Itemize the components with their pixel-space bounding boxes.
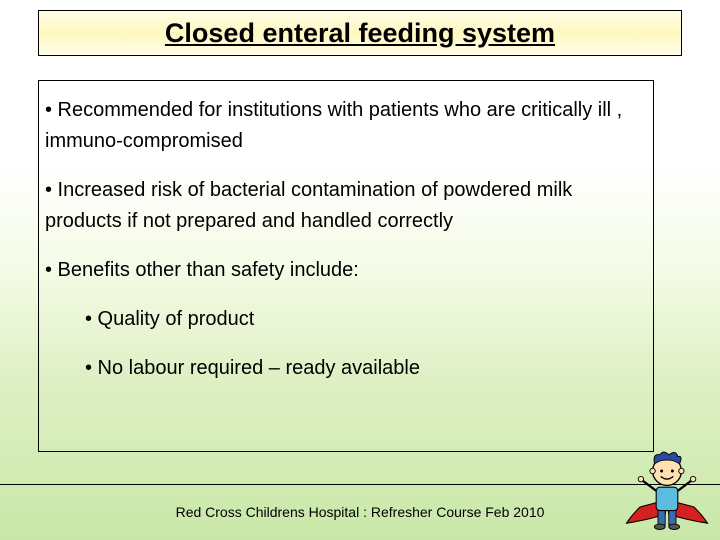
bullet-item: • Increased risk of bacterial contaminat… <box>45 175 643 237</box>
content-box: • Recommended for institutions with pati… <box>38 80 654 452</box>
bullet-item: • Recommended for institutions with pati… <box>45 95 643 157</box>
mascot-icon <box>622 444 712 534</box>
slide: Closed enteral feeding system • Recommen… <box>0 0 720 540</box>
bullet-item: • Benefits other than safety include: <box>45 255 643 286</box>
footer-divider <box>0 484 720 485</box>
bullet-sub-item: • No labour required – ready available <box>85 353 643 384</box>
title-box: Closed enteral feeding system <box>38 10 682 56</box>
slide-title: Closed enteral feeding system <box>165 18 555 49</box>
bullet-sub-item: • Quality of product <box>85 304 643 335</box>
footer-text: Red Cross Childrens Hospital : Refresher… <box>0 504 720 520</box>
